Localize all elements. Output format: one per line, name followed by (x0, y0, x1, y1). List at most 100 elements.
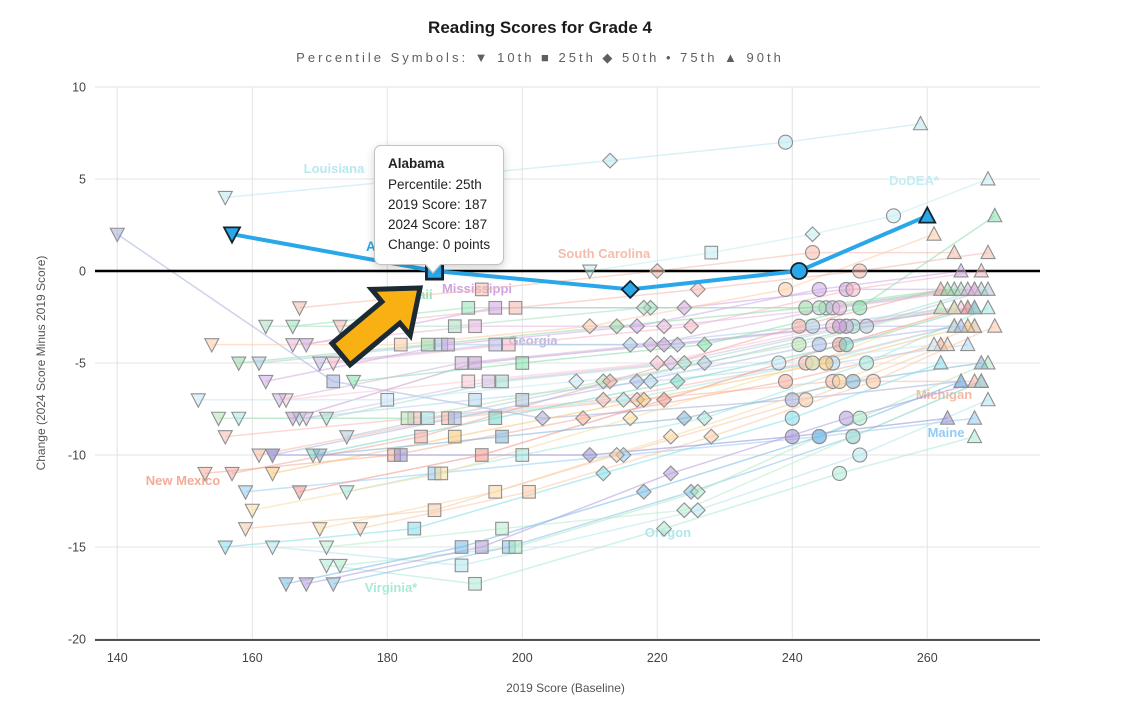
marker-triangle-up[interactable] (932, 354, 949, 370)
marker-square[interactable] (407, 521, 422, 536)
marker-triangle-up[interactable] (980, 299, 996, 315)
marker-circle[interactable] (811, 281, 827, 297)
marker-triangle-down[interactable] (284, 338, 301, 354)
marker-triangle-up[interactable] (980, 391, 996, 407)
marker-square[interactable] (468, 356, 482, 370)
marker-circle[interactable] (777, 281, 794, 297)
marker-diamond[interactable] (649, 262, 666, 280)
marker-diamond[interactable] (601, 373, 619, 390)
marker-diamond[interactable] (635, 391, 652, 408)
marker-circle[interactable] (858, 355, 875, 371)
marker-circle[interactable] (831, 465, 848, 481)
marker-triangle-down[interactable] (311, 522, 328, 538)
marker-square[interactable] (447, 411, 462, 426)
marker-triangle-up[interactable] (912, 115, 929, 131)
marker-circle[interactable] (790, 262, 808, 280)
marker-diamond[interactable] (669, 373, 686, 390)
marker-circle[interactable] (852, 410, 868, 426)
marker-diamond[interactable] (635, 299, 652, 316)
marker-diamond[interactable] (601, 152, 619, 169)
marker-triangle-down[interactable] (230, 356, 247, 372)
marker-circle[interactable] (784, 429, 800, 445)
marker-square[interactable] (393, 448, 408, 462)
marker-diamond[interactable] (662, 428, 679, 445)
marker-diamond[interactable] (595, 391, 612, 408)
marker-triangle-up[interactable] (973, 372, 990, 388)
marker-triangle-down[interactable] (345, 374, 362, 390)
marker-diamond[interactable] (635, 483, 652, 500)
marker-square[interactable] (474, 448, 489, 462)
marker-diamond[interactable] (696, 336, 713, 353)
marker-triangle-down[interactable] (332, 558, 348, 574)
marker-square[interactable] (515, 448, 530, 462)
marker-square[interactable] (420, 337, 435, 352)
marker-circle[interactable] (845, 281, 861, 297)
marker-square[interactable] (488, 300, 503, 315)
marker-square[interactable] (515, 356, 530, 370)
marker-diamond[interactable] (655, 318, 673, 335)
marker-diamond[interactable] (689, 281, 706, 298)
marker-diamond[interactable] (662, 465, 679, 482)
marker-circle[interactable] (804, 355, 821, 371)
marker-circle[interactable] (852, 263, 868, 279)
marker-circle[interactable] (865, 373, 881, 389)
marker-triangle-up[interactable] (926, 225, 942, 241)
marker-diamond[interactable] (669, 336, 686, 353)
marker-square[interactable] (495, 521, 509, 536)
marker-square[interactable] (393, 337, 408, 352)
marker-circle[interactable] (845, 429, 861, 445)
marker-triangle-up[interactable] (939, 409, 956, 425)
marker-square[interactable] (704, 245, 719, 260)
marker-triangle-down[interactable] (224, 466, 240, 482)
marker-triangle-down[interactable] (244, 503, 261, 519)
marker-circle[interactable] (831, 373, 848, 389)
marker-circle[interactable] (831, 318, 848, 334)
marker-triangle-down[interactable] (318, 540, 335, 556)
marker-square[interactable] (488, 337, 503, 352)
marker-diamond[interactable] (608, 446, 625, 464)
marker-square[interactable] (434, 466, 449, 481)
marker-triangle-up[interactable] (966, 428, 983, 444)
marker-triangle-down[interactable] (332, 319, 348, 335)
marker-square[interactable] (488, 411, 503, 426)
marker-triangle-down[interactable] (217, 190, 234, 206)
marker-triangle-down[interactable] (318, 558, 335, 574)
marker-triangle-down[interactable] (264, 448, 281, 464)
marker-triangle-up[interactable] (980, 244, 996, 260)
marker-circle[interactable] (885, 208, 902, 224)
marker-triangle-down[interactable] (197, 466, 213, 482)
marker-diamond[interactable] (696, 410, 713, 427)
marker-square[interactable] (474, 540, 489, 554)
marker-diamond[interactable] (676, 299, 693, 316)
marker-triangle-down[interactable] (352, 522, 369, 538)
marker-diamond[interactable] (676, 354, 693, 372)
marker-square[interactable] (515, 392, 530, 407)
marker-diamond[interactable] (703, 428, 720, 445)
marker-triangle-up[interactable] (966, 280, 983, 296)
marker-triangle-down[interactable] (222, 226, 242, 245)
marker-diamond[interactable] (655, 520, 673, 537)
marker-triangle-down[interactable] (311, 356, 328, 372)
marker-triangle-down[interactable] (230, 411, 247, 427)
marker-triangle-down[interactable] (203, 338, 220, 354)
marker-triangle-down[interactable] (210, 411, 227, 427)
marker-triangle-down[interactable] (278, 577, 294, 593)
marker-triangle-down[interactable] (298, 411, 315, 427)
marker-diamond[interactable] (574, 410, 592, 427)
marker-triangle-down[interactable] (338, 430, 355, 446)
marker-circle[interactable] (798, 392, 814, 408)
marker-diamond[interactable] (689, 483, 706, 500)
marker-square[interactable] (326, 374, 341, 389)
marker-square[interactable] (454, 540, 469, 554)
marker-square[interactable] (468, 576, 482, 591)
marker-triangle-down[interactable] (264, 540, 281, 556)
marker-square[interactable] (481, 374, 496, 389)
marker-triangle-down[interactable] (257, 374, 274, 390)
marker-triangle-up[interactable] (966, 409, 983, 425)
marker-triangle-up[interactable] (980, 280, 996, 296)
marker-triangle-up[interactable] (953, 262, 969, 278)
marker-triangle-down[interactable] (325, 577, 342, 593)
marker-circle[interactable] (831, 300, 848, 316)
marker-circle[interactable] (838, 337, 854, 353)
